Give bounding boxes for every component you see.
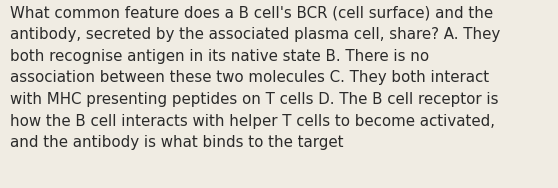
Text: What common feature does a B cell's BCR (cell surface) and the
antibody, secrete: What common feature does a B cell's BCR …	[10, 6, 501, 150]
